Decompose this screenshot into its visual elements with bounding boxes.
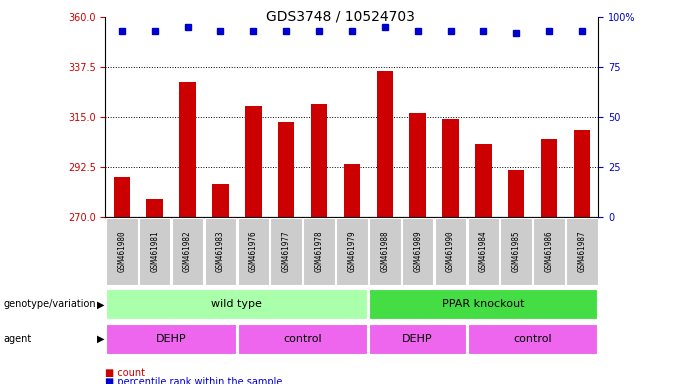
Text: GSM461985: GSM461985 — [512, 231, 521, 272]
Text: GSM461978: GSM461978 — [315, 231, 324, 272]
Text: GSM461983: GSM461983 — [216, 231, 225, 272]
Text: control: control — [284, 334, 322, 344]
Text: GSM461977: GSM461977 — [282, 231, 290, 272]
Text: GSM461989: GSM461989 — [413, 231, 422, 272]
Text: GSM461981: GSM461981 — [150, 231, 159, 272]
Text: control: control — [513, 334, 552, 344]
Bar — [237, 218, 269, 285]
Text: ■ percentile rank within the sample: ■ percentile rank within the sample — [105, 377, 283, 384]
Text: GSM461988: GSM461988 — [380, 231, 389, 272]
Bar — [205, 218, 236, 285]
Bar — [402, 218, 433, 285]
Text: wild type: wild type — [211, 299, 262, 310]
Text: GSM461980: GSM461980 — [118, 231, 126, 272]
Bar — [278, 122, 294, 384]
Bar — [180, 82, 196, 384]
Bar — [475, 144, 492, 384]
Text: GSM461976: GSM461976 — [249, 231, 258, 272]
Bar — [435, 218, 466, 285]
Text: agent: agent — [3, 334, 32, 344]
Bar — [369, 324, 466, 354]
Bar — [442, 119, 459, 384]
Bar — [146, 199, 163, 384]
Bar — [377, 71, 393, 384]
Text: DEHP: DEHP — [403, 334, 433, 344]
Bar — [468, 218, 499, 285]
Bar — [311, 104, 327, 384]
Bar — [409, 113, 426, 384]
Text: GSM461990: GSM461990 — [446, 231, 455, 272]
Text: genotype/variation: genotype/variation — [3, 299, 96, 310]
Text: GSM461979: GSM461979 — [347, 231, 356, 272]
Text: ▶: ▶ — [97, 334, 105, 344]
Text: GSM461984: GSM461984 — [479, 231, 488, 272]
Bar — [500, 218, 532, 285]
Text: DEHP: DEHP — [156, 334, 186, 344]
Bar — [336, 218, 368, 285]
Bar — [303, 218, 335, 285]
Bar — [566, 218, 598, 285]
Bar — [271, 218, 302, 285]
Text: GSM461987: GSM461987 — [577, 231, 586, 272]
Bar — [468, 324, 598, 354]
Bar — [106, 218, 137, 285]
Bar — [106, 289, 367, 319]
Bar — [369, 218, 401, 285]
Text: GDS3748 / 10524703: GDS3748 / 10524703 — [266, 10, 414, 23]
Bar — [369, 289, 598, 319]
Bar — [343, 164, 360, 384]
Bar — [114, 177, 130, 384]
Bar — [533, 218, 565, 285]
Bar — [541, 139, 558, 384]
Bar — [172, 218, 203, 285]
Text: ■ count: ■ count — [105, 368, 146, 378]
Text: ▶: ▶ — [97, 299, 105, 310]
Bar — [106, 324, 236, 354]
Text: GSM461982: GSM461982 — [183, 231, 192, 272]
Bar — [139, 218, 171, 285]
Bar — [508, 170, 524, 384]
Text: PPAR knockout: PPAR knockout — [442, 299, 524, 310]
Bar — [238, 324, 367, 354]
Bar — [245, 106, 262, 384]
Bar — [212, 184, 228, 384]
Text: GSM461986: GSM461986 — [545, 231, 554, 272]
Bar — [574, 131, 590, 384]
